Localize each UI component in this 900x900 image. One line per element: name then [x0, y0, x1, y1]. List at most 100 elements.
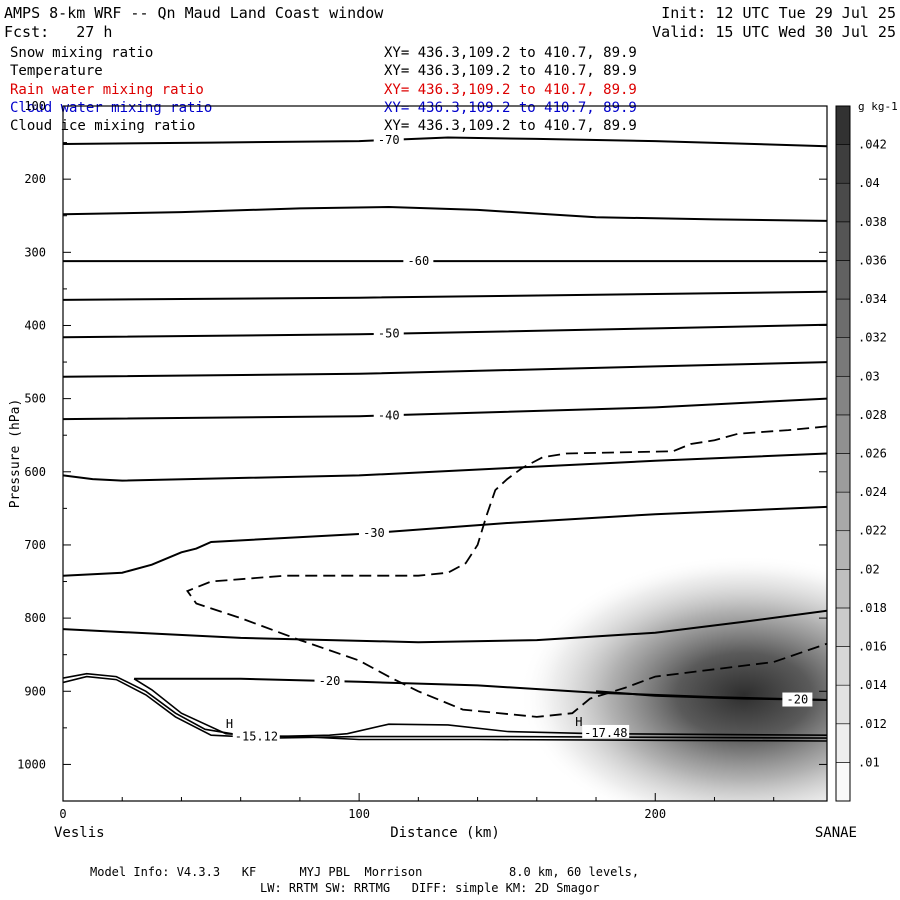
valid-time: Valid: 15 UTC Wed 30 Jul 25 [652, 23, 896, 41]
y-tick-label: 900 [24, 684, 46, 698]
isotherm-7 [63, 452, 827, 482]
colorbar-segment [835, 105, 851, 145]
surface-contour-1 [63, 675, 827, 739]
field-xy-cloud-water: XY= 436.3,109.2 to 410.7, 89.9 [384, 100, 637, 116]
colorbar-tick-label: .032 [858, 331, 887, 345]
colorbar-segment [835, 414, 851, 454]
isotherm-6 [63, 397, 827, 421]
field-xy-temperature: XY= 436.3,109.2 to 410.7, 89.9 [384, 63, 637, 79]
plot-frame [62, 105, 828, 802]
isotherm-label-bg-0 [373, 132, 404, 147]
colorbar-tick-label: .04 [858, 176, 880, 190]
colorbar-segment [835, 491, 851, 532]
surface-value-label: -17.48 [584, 726, 627, 740]
y-tick-label: 800 [24, 611, 46, 625]
isotherm-label-0: -70 [378, 133, 400, 147]
isotherm-label-bg-6 [373, 408, 404, 423]
field-name-temperature: Temperature [10, 63, 103, 79]
colorbar-tick-label: .036 [858, 253, 887, 267]
field-name-rain: Rain water mixing ratio [10, 82, 204, 98]
colorbar-segment [835, 530, 851, 570]
colorbar-segment [835, 569, 851, 609]
field-name-cloud-water: Cloud water mixing ratio [10, 100, 213, 116]
field-xy-cloud-ice: XY= 436.3,109.2 to 410.7, 89.9 [384, 118, 637, 134]
colorbar-tick-label: .022 [858, 524, 887, 538]
x-tick-label: 200 [644, 807, 666, 821]
y-axis-label: Pressure (hPa) [8, 399, 23, 509]
left-end-label: Veslis [54, 825, 105, 841]
colorbar-tick-label: .034 [858, 292, 887, 306]
isotherm-label-10: -20 [319, 674, 341, 688]
y-tick-label: 600 [24, 465, 46, 479]
isotherm-3 [63, 290, 827, 301]
colorbar-tick-label: .012 [858, 717, 887, 731]
isotherm-label-bg-10 [314, 674, 345, 689]
colorbar-segment [835, 260, 851, 300]
colorbar-segment [835, 723, 851, 763]
y-tick-label: 100 [24, 99, 46, 113]
chart-title: AMPS 8-km WRF -- Qn Maud Land Coast wind… [4, 4, 384, 22]
colorbar-tick-label: .024 [858, 485, 887, 499]
colorbar-tick-label: .02 [858, 562, 880, 576]
isotherm-1 [63, 205, 827, 222]
surface-value-label: -15.12 [235, 730, 278, 744]
y-tick-label: 1000 [17, 757, 46, 771]
field-name-cloud-ice: Cloud ice mixing ratio [10, 118, 196, 134]
isotherm-label-bg-2 [403, 254, 434, 269]
forecast-hour: Fcst: 27 h [4, 23, 113, 41]
colorbar-tick-label: .03 [858, 369, 880, 383]
surface-label-bg-3 [582, 724, 630, 738]
y-tick-label: 400 [24, 318, 46, 332]
colorbar-segment [835, 453, 851, 493]
colorbar-tick-label: .01 [858, 755, 880, 769]
isotherm-label-6: -40 [378, 408, 400, 422]
init-time: Init: 12 UTC Tue 29 Jul 25 [661, 4, 896, 22]
colorbar-segment [835, 684, 851, 725]
y-tick-label: 300 [24, 245, 46, 259]
colorbar-units: g kg-1 [858, 100, 898, 113]
isotherm-label-bg-11 [782, 692, 813, 707]
colorbar-segment [835, 646, 851, 686]
colorbar-tick-label: .042 [858, 138, 887, 152]
high-marker: H [226, 717, 233, 731]
isotherm-8 [63, 505, 827, 577]
colorbar-segment [835, 144, 851, 184]
colorbar-tick-label: .018 [858, 601, 887, 615]
field-xy-rain: XY= 436.3,109.2 to 410.7, 89.9 [384, 82, 637, 98]
isotherm-label-bg-4 [373, 326, 404, 341]
colorbar-tick-label: .014 [858, 678, 887, 692]
colorbar-segment [835, 182, 851, 223]
isotherm-0 [63, 136, 827, 148]
field-xy-snow: XY= 436.3,109.2 to 410.7, 89.9 [384, 45, 637, 61]
high-marker: H [575, 715, 582, 729]
colorbar-tick-label: .038 [858, 215, 887, 229]
y-tick-label: 700 [24, 538, 46, 552]
x-tick-label: 0 [59, 807, 66, 821]
colorbar-tick-label: .028 [858, 408, 887, 422]
isotherm-label-2: -60 [408, 254, 430, 268]
isotherm-9 [63, 609, 827, 644]
surface-label-bg-1 [232, 728, 280, 742]
colorbar-segment [835, 762, 851, 802]
model-info-line2: LW: RRTM SW: RRTMG DIFF: simple KM: 2D S… [260, 881, 600, 895]
colorbar-segment [835, 337, 851, 377]
colorbar-segment [835, 298, 851, 338]
isotherm-label-8: -30 [363, 526, 385, 540]
model-info-line1: Model Info: V4.3.3 KF MYJ PBL Morrison 8… [90, 865, 640, 879]
isotherm-label-4: -50 [378, 327, 400, 341]
field-name-snow: Snow mixing ratio [10, 45, 154, 61]
y-tick-label: 500 [24, 392, 46, 406]
colorbar-segment [835, 375, 851, 416]
colorbar-tick-label: .016 [858, 640, 887, 654]
isotherm-label-11: -20 [787, 693, 809, 707]
colorbar-segment [835, 221, 851, 261]
isotherm-label-bg-8 [358, 525, 389, 540]
y-tick-label: 200 [24, 172, 46, 186]
colorbar-tick-label: .026 [858, 447, 887, 461]
surface-contour-2 [133, 678, 827, 738]
x-tick-label: 100 [348, 807, 370, 821]
colorbar-segment [835, 607, 851, 647]
right-end-label: SANAE [815, 825, 857, 841]
colorbar-frame [835, 105, 851, 802]
